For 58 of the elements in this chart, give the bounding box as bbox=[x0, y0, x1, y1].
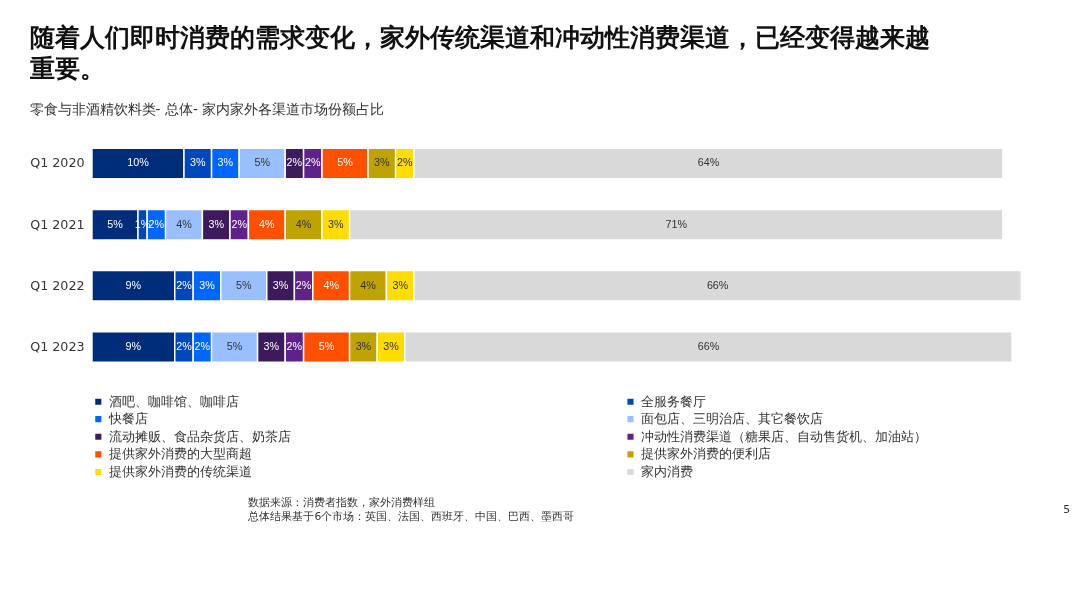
chart-subtitle: 零食与非酒精饮料类- 总体- 家内家外各渠道市场份额占比 bbox=[29, 101, 385, 118]
data-label: 3% bbox=[328, 217, 344, 230]
data-label: 5% bbox=[337, 156, 354, 169]
legend-label: 家内消费 bbox=[640, 463, 693, 479]
text: 5 bbox=[1063, 502, 1071, 516]
data-label: 2% bbox=[295, 278, 312, 291]
data-label: 2% bbox=[305, 156, 321, 169]
y-tick-label: Q1 2020 bbox=[30, 155, 85, 171]
data-label: 3% bbox=[374, 156, 391, 169]
legend-label: 提供家外消费的传统渠道 bbox=[108, 463, 252, 479]
y-tick-label: Q1 2023 bbox=[30, 338, 85, 354]
data-label: 5% bbox=[107, 217, 124, 230]
data-label: 3% bbox=[392, 278, 409, 291]
data-label: 2% bbox=[397, 156, 414, 169]
legend-label: 全服务餐厅 bbox=[640, 393, 706, 409]
data-label: 2% bbox=[286, 339, 303, 352]
data-label: 2% bbox=[231, 217, 248, 230]
data-label: 4% bbox=[259, 217, 275, 230]
data-label: 4% bbox=[323, 278, 340, 291]
data-label: 3% bbox=[272, 278, 289, 291]
legend-label: 快餐店 bbox=[107, 411, 148, 427]
data-label: 9% bbox=[125, 278, 142, 291]
source-note: 数据来源：消费者指数，家外消费样组 bbox=[248, 495, 436, 509]
data-label: 2% bbox=[194, 339, 211, 352]
data-label: 5% bbox=[226, 339, 243, 352]
chart-title: 随着人们即时消费的需求变化，家外传统渠道和冲动性消费渠道，已经变得越来越重要。 bbox=[28, 21, 930, 84]
legend-label: 酒吧、咖啡馆、咖啡店 bbox=[108, 393, 239, 409]
data-label: 4% bbox=[360, 278, 377, 291]
legend-label: 提供家外消费的便利店 bbox=[640, 446, 771, 462]
data-label: 64% bbox=[697, 156, 720, 169]
data-label: 66% bbox=[697, 339, 720, 352]
data-label: 3% bbox=[208, 217, 225, 230]
legend-label: 面包店、三明治店、其它餐饮店 bbox=[640, 411, 823, 427]
y-tick-label: Q1 2022 bbox=[30, 277, 85, 293]
data-label: 3% bbox=[199, 278, 216, 291]
data-label: 10% bbox=[127, 156, 150, 169]
data-label: 4% bbox=[176, 217, 193, 230]
data-label: 3% bbox=[190, 156, 206, 169]
text: 总体结果基于6个市场：英国、法国、西班牙、中国、巴西、墨西哥 bbox=[247, 510, 575, 524]
data-label: 3% bbox=[355, 339, 372, 352]
legend-label: 流动摊贩、食品杂货店、奶茶店 bbox=[108, 428, 291, 444]
data-label: 5% bbox=[236, 278, 252, 291]
legend-label: 提供家外消费的大型商超 bbox=[108, 446, 252, 462]
data-label: 3% bbox=[217, 156, 234, 169]
data-label: 71% bbox=[665, 217, 688, 230]
data-label: 9% bbox=[125, 339, 142, 352]
y-tick-label: Q1 2021 bbox=[30, 216, 85, 232]
data-label: 5% bbox=[318, 339, 335, 352]
data-label: 2% bbox=[286, 156, 303, 169]
data-label: 2% bbox=[176, 278, 193, 291]
data-label: 66% bbox=[706, 278, 729, 291]
data-label: 2% bbox=[176, 339, 193, 352]
legend-label: 冲动性消费渠道（糖果店、自动售货机、加油站） bbox=[640, 428, 927, 444]
data-label: 4% bbox=[295, 217, 312, 230]
data-label: 5% bbox=[254, 156, 271, 169]
data-label: 3% bbox=[383, 339, 400, 352]
data-label: 3% bbox=[263, 339, 280, 352]
data-label: 2% bbox=[148, 217, 165, 230]
